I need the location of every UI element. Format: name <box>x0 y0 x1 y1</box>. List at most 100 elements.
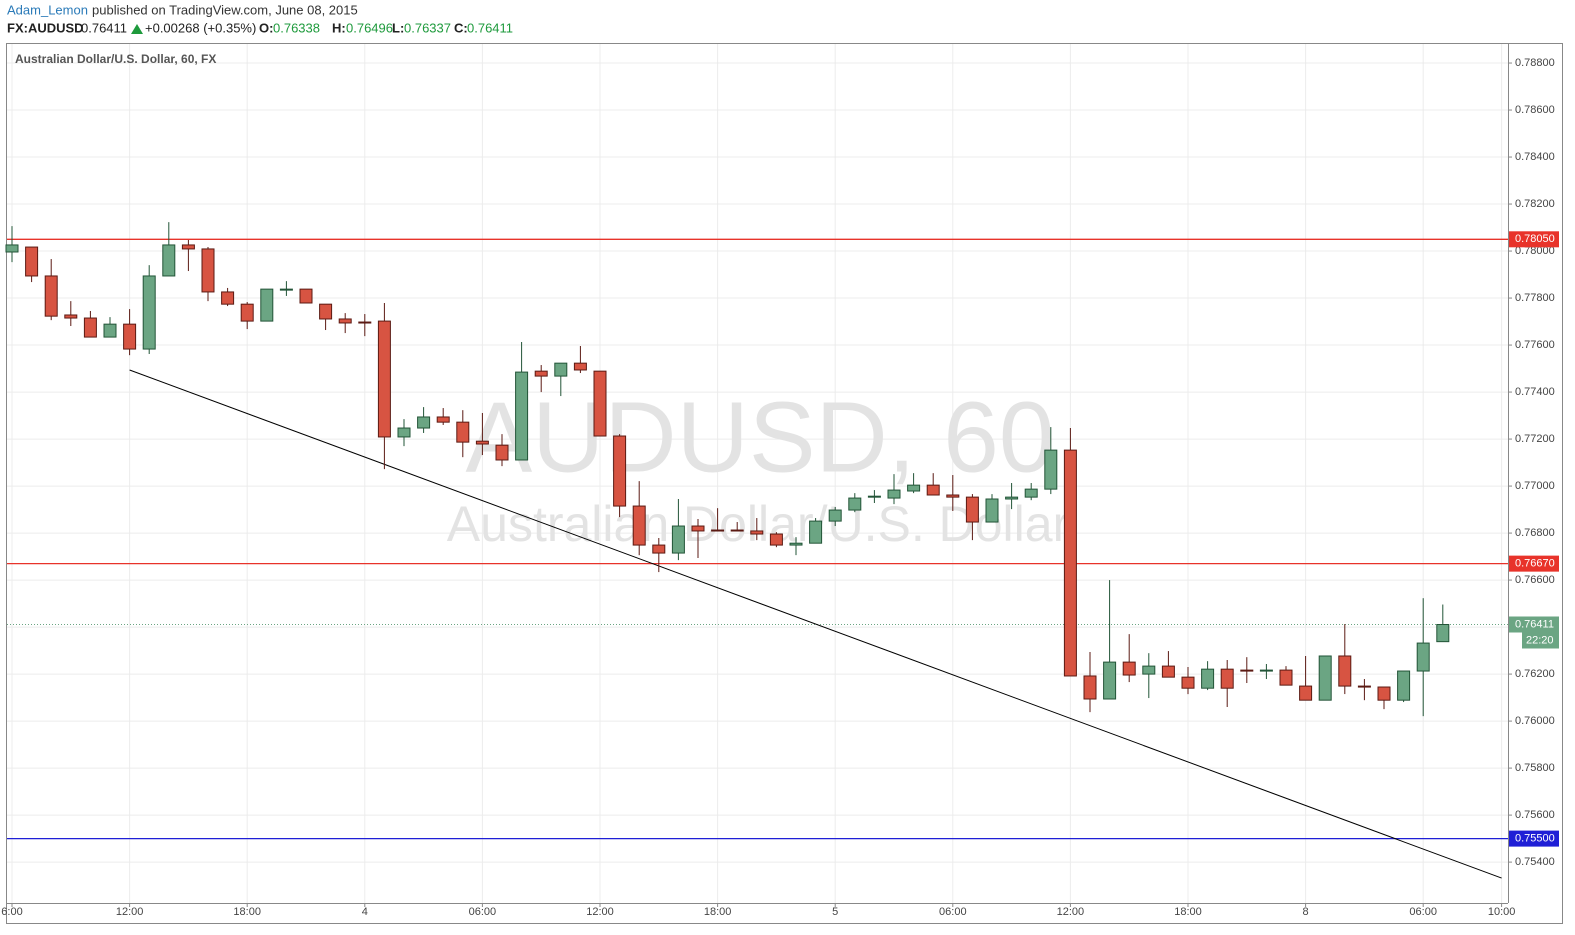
candle-body <box>632 505 646 546</box>
y-tick-label: 0.77800 <box>1515 292 1555 304</box>
candle-body <box>1044 449 1058 490</box>
candle-body <box>1279 669 1293 686</box>
high-label: H: <box>332 20 346 35</box>
candle-body <box>1240 669 1254 672</box>
candle-body <box>1259 669 1273 672</box>
candle-body <box>279 288 293 291</box>
candle-body <box>1220 668 1234 689</box>
candle-body <box>299 288 313 304</box>
candle-body <box>671 525 685 554</box>
last-price: 0.76411 <box>81 20 127 35</box>
candle-body <box>417 416 431 429</box>
candle-body <box>593 370 607 437</box>
y-tick-label: 0.76800 <box>1515 527 1555 539</box>
candle-body <box>1181 676 1195 689</box>
y-tick-label: 0.77400 <box>1515 386 1555 398</box>
candle-body <box>260 288 274 322</box>
y-tick-label: 0.77000 <box>1515 480 1555 492</box>
x-tick-label: 6:00 <box>1 906 22 918</box>
y-tick-label: 0.78800 <box>1515 57 1555 69</box>
x-tick-label: 06:00 <box>939 906 967 918</box>
candle-body <box>1377 686 1391 701</box>
candle-body <box>1357 685 1371 688</box>
x-tick-label: 8 <box>1303 906 1309 918</box>
candle-body <box>377 320 391 438</box>
candle-body <box>436 416 450 423</box>
price-tag <box>1509 231 1559 248</box>
y-tick-label: 0.75800 <box>1515 762 1555 774</box>
candle-body <box>1299 685 1313 701</box>
author[interactable]: Adam_Lemon <box>7 2 88 17</box>
candle-body <box>1122 661 1136 676</box>
candle-body <box>5 244 19 253</box>
candle-body <box>83 317 97 338</box>
x-tick-label: 12:00 <box>586 906 614 918</box>
price-tag <box>1509 555 1559 572</box>
candle-body <box>985 498 999 523</box>
y-tick-label: 0.76600 <box>1515 574 1555 586</box>
candle-body <box>554 362 568 377</box>
candle-body <box>142 275 156 350</box>
candle-body <box>965 496 979 523</box>
y-tick-label: 0.78000 <box>1515 245 1555 257</box>
y-tick-label: 0.75400 <box>1515 856 1555 868</box>
candle-body <box>1024 488 1038 498</box>
x-tick-label: 10:00 <box>1488 906 1516 918</box>
candle-body <box>789 542 803 546</box>
countdown: 22:20 <box>1526 634 1554 646</box>
candle-body <box>319 303 333 320</box>
open-value: 0.76338 <box>273 20 320 35</box>
candle-body <box>44 275 58 317</box>
candle-body <box>573 362 587 371</box>
close-label: C: <box>454 20 468 35</box>
candle-body <box>828 509 842 522</box>
candle-body <box>809 520 823 544</box>
x-tick-label: 06:00 <box>1409 906 1437 918</box>
up-arrow <box>131 24 143 34</box>
candle-body <box>201 248 215 293</box>
x-tick-label: 12:00 <box>116 906 144 918</box>
x-tick-label: 12:00 <box>1057 906 1085 918</box>
price-tag-label: 0.76670 <box>1515 558 1555 570</box>
y-tick-label: 0.77600 <box>1515 339 1555 351</box>
candle-body <box>1103 661 1117 700</box>
candle-body <box>848 497 862 511</box>
candle-body <box>1083 675 1097 700</box>
candle-body <box>123 323 137 350</box>
candle-body <box>1063 449 1077 677</box>
candle-body <box>515 371 529 461</box>
candle-body <box>1338 655 1352 687</box>
close-value: 0.76411 <box>467 20 513 35</box>
low-value: 0.76337 <box>404 20 451 35</box>
candle-body <box>769 533 783 546</box>
candle-body <box>1005 496 1019 500</box>
y-tick-label: 0.76000 <box>1515 715 1555 727</box>
candle-body <box>397 427 411 438</box>
candle-body <box>1416 642 1430 672</box>
open-label: O: <box>259 20 273 35</box>
last-price-tag <box>1509 616 1559 633</box>
high-value: 0.76496 <box>346 20 393 35</box>
candle-body <box>711 529 725 532</box>
x-tick-label: 18:00 <box>704 906 732 918</box>
chart-title: Australian Dollar/U.S. Dollar, 60, FX <box>15 52 216 66</box>
price-tag-label: 0.78050 <box>1515 233 1555 245</box>
y-tick-label: 0.77200 <box>1515 433 1555 445</box>
y-tick-label: 0.78600 <box>1515 104 1555 116</box>
candle-body <box>1201 668 1215 689</box>
candle-body <box>887 489 901 499</box>
candle-body <box>221 291 235 305</box>
candle-body <box>240 303 254 322</box>
x-tick-label: 18:00 <box>233 906 261 918</box>
x-tick-label: 18:00 <box>1174 906 1202 918</box>
countdown-tag <box>1522 632 1559 649</box>
symbol: FX:AUDUSD <box>7 20 84 35</box>
frame <box>6 43 1563 924</box>
trendline <box>129 369 1502 879</box>
y-tick-label: 0.78400 <box>1515 151 1555 163</box>
candle-body <box>1161 665 1175 678</box>
candle-body <box>1436 624 1450 643</box>
candle-body <box>181 244 195 250</box>
published: published on TradingView.com, June 08, 2… <box>92 2 358 17</box>
